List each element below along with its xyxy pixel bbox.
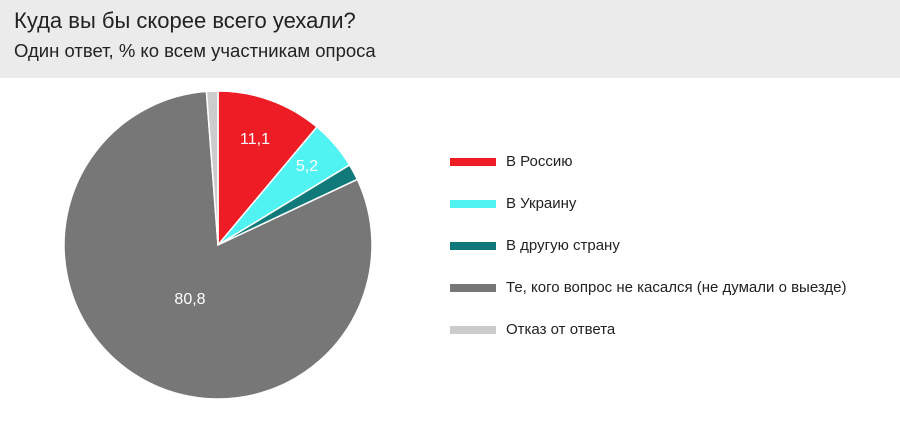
data-label-4: 80,8 (174, 291, 205, 308)
legend-item-2: В Украину (450, 195, 577, 212)
legend-swatch (450, 326, 496, 334)
legend-label: Отказ от ответа (506, 321, 616, 338)
data-label-2: 5,2 (296, 158, 318, 175)
legend-label: Те, кого вопрос не касался (не думали о … (506, 279, 847, 296)
legend-item-3: В другую страну (450, 237, 620, 254)
legend-swatch (450, 200, 496, 208)
chart-subtitle: Один ответ, % ко всем участникам опроса (14, 40, 376, 61)
legend-swatch (450, 284, 496, 292)
legend-label: В другую страну (506, 237, 620, 254)
legend-swatch (450, 242, 496, 250)
pie-slice-4 (63, 90, 373, 400)
chart-title: Куда вы бы скорее всего уехали? (14, 8, 356, 33)
pie-slice-5 (205, 90, 219, 246)
chart-header: Куда вы бы скорее всего уехали? Один отв… (0, 0, 900, 78)
pie-slices (63, 90, 373, 400)
pie-data-labels: 11,1 5,2 80,8 (174, 131, 318, 308)
legend-label: В Россию (506, 153, 573, 170)
legend-label: В Украину (506, 195, 577, 212)
legend-item-1: В Россию (450, 153, 573, 170)
pie-slice-1 (217, 90, 318, 248)
legend-swatch (450, 158, 496, 166)
legend-item-4: Те, кого вопрос не касался (не думали о … (450, 279, 847, 296)
legend-item-5: Отказ от ответа (450, 321, 616, 338)
chart-legend: В Россию В Украину В другую страну Те, кого… (450, 153, 847, 338)
data-label-1: 11,1 (240, 131, 270, 148)
